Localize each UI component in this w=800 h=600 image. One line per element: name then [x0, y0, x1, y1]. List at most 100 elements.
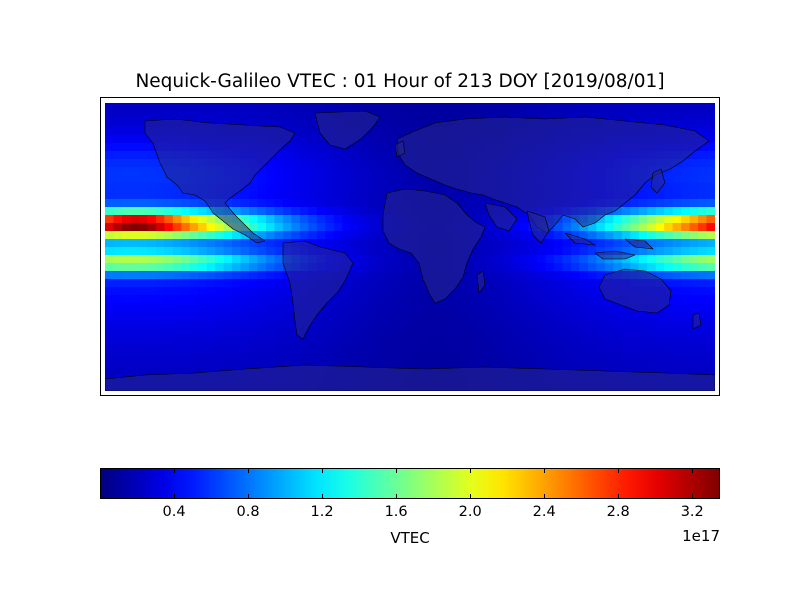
- heat-cell: [452, 343, 462, 352]
- heat-cell: [672, 223, 682, 232]
- heat-cell: [376, 175, 386, 184]
- heat-cell: [681, 167, 691, 176]
- heat-cell: [291, 327, 301, 336]
- heat-cell: [249, 311, 258, 320]
- heat-cell: [359, 103, 369, 112]
- heat-cell: [138, 215, 148, 224]
- heat-cell: [325, 199, 335, 208]
- heat-cell: [130, 175, 140, 184]
- heat-cell: [426, 303, 436, 312]
- heat-cell: [105, 231, 114, 240]
- heat-cell: [130, 351, 140, 360]
- heat-cell: [698, 167, 708, 176]
- heat-cell: [706, 279, 715, 288]
- heat-cell: [359, 199, 369, 208]
- heat-cell: [537, 247, 547, 256]
- heat-cell: [418, 311, 428, 320]
- heat-cell: [528, 247, 538, 256]
- heat-cell: [672, 359, 682, 368]
- heat-cell: [223, 239, 233, 248]
- heat-cell: [596, 359, 606, 368]
- colorbar-tick: [248, 468, 250, 473]
- heat-cell: [393, 263, 403, 272]
- heat-cell: [223, 271, 233, 280]
- heat-cell: [681, 295, 691, 304]
- heat-cell: [554, 351, 563, 360]
- heat-cell: [443, 183, 453, 192]
- heat-cell: [113, 159, 123, 168]
- heat-cell: [410, 119, 419, 128]
- heat-cell: [265, 191, 275, 200]
- heat-cell: [172, 327, 182, 336]
- heat-cell: [172, 223, 182, 232]
- heat-cell: [554, 311, 563, 320]
- heat-cell: [511, 279, 521, 288]
- heat-cell: [376, 159, 386, 168]
- heat-cell: [503, 247, 513, 256]
- heat-cell: [537, 287, 547, 296]
- heat-cell: [215, 231, 225, 240]
- heat-cell: [554, 255, 563, 264]
- colorbar-tick: [544, 494, 546, 499]
- heat-cell: [655, 271, 665, 280]
- heat-cell: [113, 103, 123, 112]
- heat-cell: [121, 151, 131, 160]
- heat-cell: [164, 343, 174, 352]
- heat-cell: [604, 111, 614, 120]
- heat-cell: [410, 271, 419, 280]
- heat-cell: [181, 319, 191, 328]
- heat-cell: [672, 167, 682, 176]
- heat-cell: [249, 327, 258, 336]
- heat-cell: [681, 263, 691, 272]
- heat-cell: [384, 175, 394, 184]
- heat-cell: [206, 223, 216, 232]
- heat-cell: [418, 319, 428, 328]
- heat-cell: [647, 367, 657, 376]
- heat-cell: [172, 311, 182, 320]
- heat-cell: [138, 295, 148, 304]
- heat-cell: [587, 287, 597, 296]
- heat-cell: [299, 111, 309, 120]
- heat-cell: [638, 255, 648, 264]
- heat-cell: [240, 295, 250, 304]
- heat-cell: [393, 295, 403, 304]
- heat-cell: [613, 239, 623, 248]
- heat-cell: [393, 351, 403, 360]
- heat-cell: [647, 175, 657, 184]
- heat-cell: [249, 335, 258, 344]
- heat-cell: [562, 247, 572, 256]
- heat-cell: [172, 367, 182, 376]
- heat-cell: [596, 223, 606, 232]
- heat-cell: [579, 279, 589, 288]
- heat-cell: [223, 255, 233, 264]
- heat-cell: [164, 367, 174, 376]
- heat-cell: [664, 319, 674, 328]
- heat-cell: [181, 287, 191, 296]
- heat-cell: [113, 335, 123, 344]
- heat-cell: [299, 127, 309, 136]
- heat-cell: [215, 279, 225, 288]
- heat-cell: [418, 111, 428, 120]
- heat-cell: [299, 359, 309, 368]
- heat-cell: [384, 295, 394, 304]
- heat-cell: [249, 343, 258, 352]
- heat-cell: [393, 255, 403, 264]
- heat-cell: [554, 327, 563, 336]
- heat-cell: [164, 287, 174, 296]
- heat-cell: [291, 135, 301, 144]
- heat-cell: [410, 343, 419, 352]
- heat-cell: [198, 231, 208, 240]
- heat-cell: [198, 287, 208, 296]
- heat-cell: [376, 271, 386, 280]
- heat-cell: [147, 167, 157, 176]
- heat-cell: [232, 359, 242, 368]
- heat-cell: [333, 167, 343, 176]
- heat-cell: [198, 351, 208, 360]
- heat-cell: [689, 167, 699, 176]
- heat-cell: [706, 311, 715, 320]
- heat-cell: [316, 223, 326, 232]
- heat-cell: [545, 287, 555, 296]
- heat-cell: [681, 111, 691, 120]
- heat-cell: [105, 247, 114, 256]
- heat-cell: [587, 303, 597, 312]
